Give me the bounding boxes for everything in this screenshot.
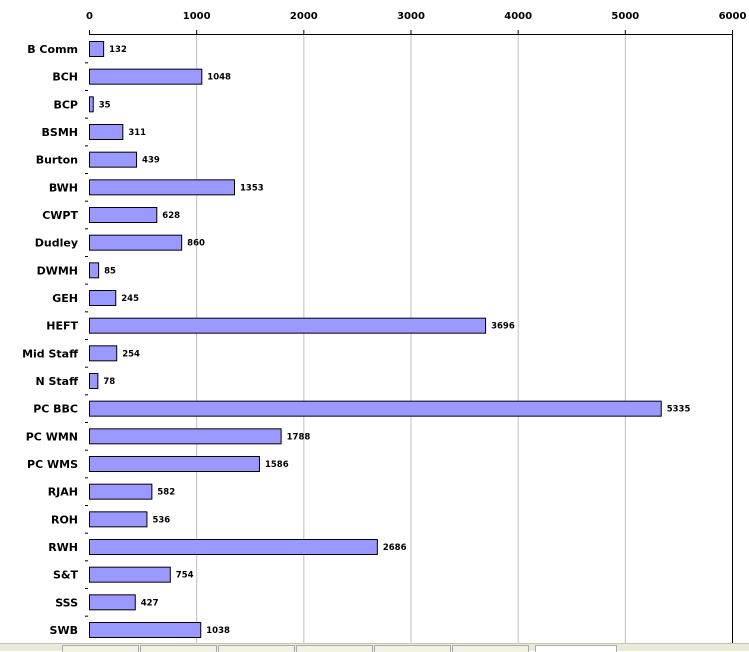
taskbar-button[interactable] xyxy=(140,645,217,652)
bar xyxy=(89,68,203,85)
bar xyxy=(89,483,153,500)
taskbar-button[interactable] xyxy=(452,645,529,652)
x-tick-label: 0 xyxy=(86,11,93,22)
data-label: 132 xyxy=(109,45,127,55)
category-label: BCP xyxy=(53,98,78,111)
data-label: 860 xyxy=(187,239,205,249)
taskbar-button[interactable] xyxy=(374,645,451,652)
bar xyxy=(89,345,118,362)
taskbar-button[interactable] xyxy=(218,645,295,652)
category-label: HEFT xyxy=(46,320,78,333)
category-label: ROH xyxy=(51,513,78,526)
data-label: 628 xyxy=(162,211,180,221)
category-label: SWB xyxy=(50,624,78,637)
bar xyxy=(89,317,487,334)
bar xyxy=(89,400,662,417)
bar xyxy=(89,566,171,583)
data-label: 1038 xyxy=(206,626,230,636)
category-label: GEH xyxy=(52,292,78,305)
category-label: Burton xyxy=(36,154,78,167)
bar xyxy=(89,151,138,168)
x-tick-label: 4000 xyxy=(504,11,532,22)
data-label: 85 xyxy=(104,266,116,276)
category-label: B Comm xyxy=(27,43,78,56)
data-label: 582 xyxy=(157,488,175,498)
data-label: 1586 xyxy=(265,460,289,470)
x-tick-label: 3000 xyxy=(397,11,425,22)
data-label: 2686 xyxy=(383,543,407,553)
bar xyxy=(89,290,117,306)
category-label: PC WMN xyxy=(26,430,78,443)
category-label: S&T xyxy=(53,569,79,582)
category-label: PC WMS xyxy=(27,458,78,471)
bar xyxy=(89,511,148,528)
category-label: RWH xyxy=(48,541,78,554)
category-label: Dudley xyxy=(35,237,78,250)
category-label: SSS xyxy=(55,596,78,609)
data-label: 754 xyxy=(176,571,194,581)
bar xyxy=(89,179,235,196)
category-label: DWMH xyxy=(37,264,78,277)
x-tick-label: 2000 xyxy=(290,11,318,22)
category-label: BCH xyxy=(52,71,78,84)
taskbar-search[interactable] xyxy=(535,645,617,652)
data-label: 3696 xyxy=(491,322,515,332)
bar xyxy=(89,456,260,472)
category-label: Mid Staff xyxy=(22,347,78,360)
bar xyxy=(89,428,282,445)
data-label: 536 xyxy=(152,515,170,525)
taskbar[interactable] xyxy=(0,643,749,652)
data-label: 35 xyxy=(99,100,111,110)
data-label: 1353 xyxy=(240,183,264,193)
data-label: 245 xyxy=(121,294,139,304)
data-label: 1048 xyxy=(207,73,231,83)
taskbar-button[interactable] xyxy=(62,645,139,652)
category-label: BSMH xyxy=(42,126,78,139)
category-label: N Staff xyxy=(35,375,78,388)
bar xyxy=(89,539,378,555)
data-label: 78 xyxy=(103,377,115,387)
data-label: 254 xyxy=(122,349,140,359)
x-tick-label: 5000 xyxy=(611,11,639,22)
bar xyxy=(89,124,124,140)
x-tick-label: 6000 xyxy=(719,11,747,22)
taskbar-button[interactable] xyxy=(296,645,373,652)
category-label: CWPT xyxy=(42,209,78,222)
data-label: 427 xyxy=(141,598,159,608)
data-label: 439 xyxy=(142,156,160,166)
category-label: BWH xyxy=(49,181,78,194)
bar xyxy=(89,234,183,251)
x-tick-label: 1000 xyxy=(183,11,211,22)
category-label: RJAH xyxy=(48,486,78,499)
bar xyxy=(89,96,94,113)
bar xyxy=(89,373,99,389)
bar xyxy=(89,262,100,279)
bar xyxy=(89,622,202,638)
data-label: 5335 xyxy=(667,405,691,415)
bar xyxy=(89,594,136,611)
bar xyxy=(89,207,158,223)
data-label: 311 xyxy=(128,128,146,138)
data-label: 1788 xyxy=(287,432,311,442)
category-label: PC BBC xyxy=(33,403,78,416)
bar xyxy=(89,41,105,57)
